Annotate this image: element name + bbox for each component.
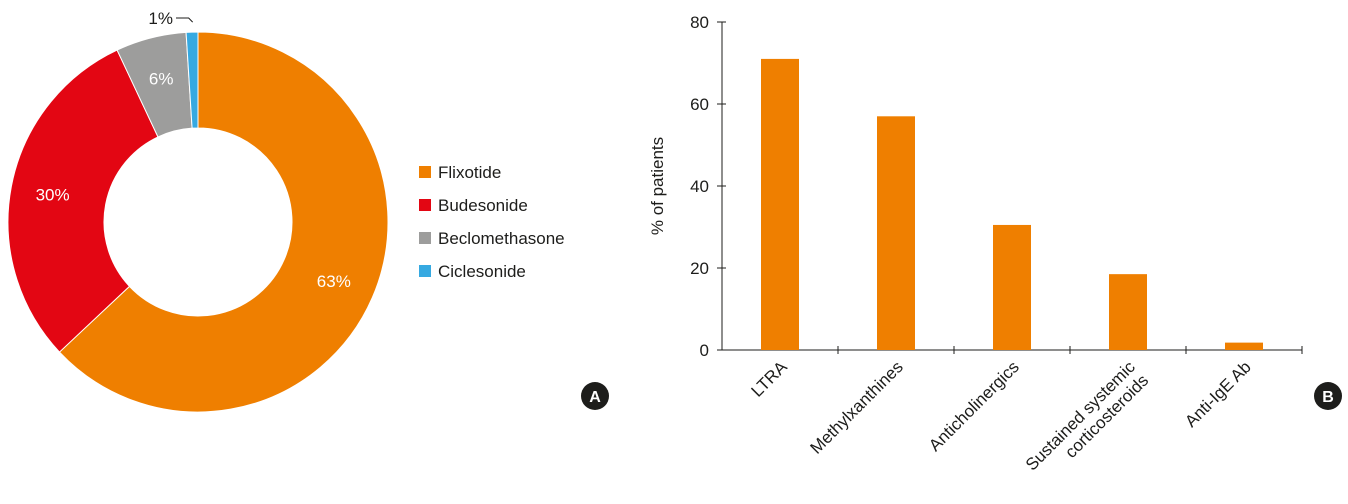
legend-label-budesonide: Budesonide	[438, 196, 528, 215]
panel-b-badge: B	[1314, 382, 1342, 410]
x-tick-label-methylxanthines: Methylxanthines	[807, 357, 907, 457]
bar-series	[761, 58, 1263, 351]
bar-y-axis-label: % of patients	[648, 137, 667, 235]
legend-swatch-ciclesonide	[419, 265, 431, 277]
panel-b-bar-chart: 0 20 40 60 80 LTRA Methylxanthines Anticholine…	[648, 13, 1342, 488]
panel-b-badge-label: B	[1322, 389, 1334, 406]
panel-a-badge-label: A	[589, 389, 601, 406]
y-tick-label-20: 20	[690, 259, 709, 278]
x-tick-label-ltra: LTRA	[748, 357, 792, 401]
y-tick-label-0: 0	[700, 341, 709, 360]
bar-anticholinergics	[993, 224, 1031, 350]
donut-label-flixotide: 63%	[317, 272, 351, 291]
donut-slice-ciclesonide	[185, 31, 199, 129]
legend-swatch-flixotide	[419, 166, 431, 178]
donut-label-budesonide: 30%	[36, 185, 70, 204]
x-tick-label-sustained-systemic-corticosteroids: Sustained systemiccorticosteroids	[1022, 357, 1153, 488]
panel-a-badge: A	[581, 382, 609, 410]
donut-slices	[7, 31, 389, 413]
donut-legend: Flixotide Budesonide Beclomethasone Cicleso…	[419, 163, 565, 281]
x-tick-label-anti-ige-ab: Anti-IgE Ab	[1181, 357, 1255, 431]
legend-label-ciclesonide: Ciclesonide	[438, 262, 526, 281]
legend-swatch-beclomethasone	[419, 232, 431, 244]
y-tick-label-60: 60	[690, 95, 709, 114]
bar-x-tick-labels: LTRA Methylxanthines Anticholinergics Susta…	[748, 357, 1255, 488]
panel-a-badge-circle	[581, 382, 609, 410]
donut-slice-flixotide	[58, 31, 389, 413]
panel-a-donut-chart: 63% 30% 6% 1% Flixotide Budesonide Beclometha…	[7, 9, 609, 413]
donut-label-ciclesonide: 1%	[148, 9, 173, 28]
bar-sustained-systemic-corticosteroids	[1109, 274, 1147, 350]
bar-anti-ige-ab	[1225, 342, 1263, 350]
y-tick-label-40: 40	[690, 177, 709, 196]
legend-label-beclomethasone: Beclomethasone	[438, 229, 565, 248]
donut-leader-ciclesonide	[176, 17, 194, 23]
donut-slice-labels: 63% 30% 6% 1%	[36, 9, 351, 291]
y-tick-label-80: 80	[690, 13, 709, 32]
donut-slice-budesonide	[7, 49, 159, 353]
bar-methylxanthines	[877, 116, 915, 350]
bar-ltra	[761, 58, 799, 351]
panel-b-badge-circle	[1314, 382, 1342, 410]
donut-label-beclomethasone: 6%	[149, 70, 174, 89]
legend-swatch-budesonide	[419, 199, 431, 211]
legend-label-flixotide: Flixotide	[438, 163, 501, 182]
x-tick-label-anticholinergics: Anticholinergics	[925, 357, 1023, 455]
